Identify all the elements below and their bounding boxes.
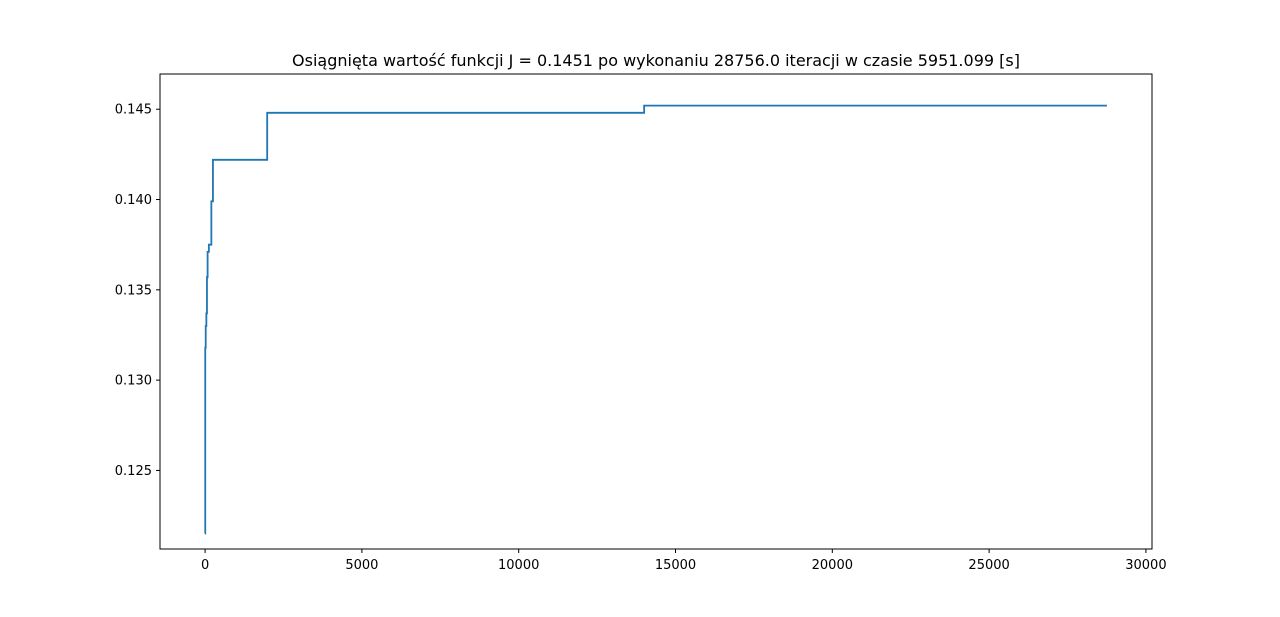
y-axis: 0.125 0.130 0.135 0.140 0.145 — [115, 103, 160, 479]
plot-area — [159, 73, 1153, 550]
y-tick-label: 0.125 — [115, 464, 152, 479]
x-axis: 0 5000 10000 15000 20000 25000 30000 — [201, 549, 1167, 573]
y-tick-label: 0.140 — [115, 193, 152, 208]
y-tick-label: 0.130 — [115, 374, 152, 389]
y-tick-label: 0.135 — [115, 283, 152, 298]
chart-title: Osiągnięta wartość funkcji J = 0.1451 po… — [292, 51, 1020, 70]
x-tick-label: 5000 — [345, 558, 378, 573]
x-tick-label: 15000 — [655, 558, 696, 573]
x-tick-label: 20000 — [812, 558, 853, 573]
plot-frame — [159, 73, 1153, 550]
x-tick-label: 30000 — [1125, 558, 1166, 573]
series-line-J — [204, 104, 1107, 535]
y-tick-label: 0.145 — [115, 103, 152, 118]
x-tick-label: 25000 — [968, 558, 1009, 573]
x-tick-label: 0 — [201, 558, 209, 573]
x-tick-label: 10000 — [498, 558, 539, 573]
